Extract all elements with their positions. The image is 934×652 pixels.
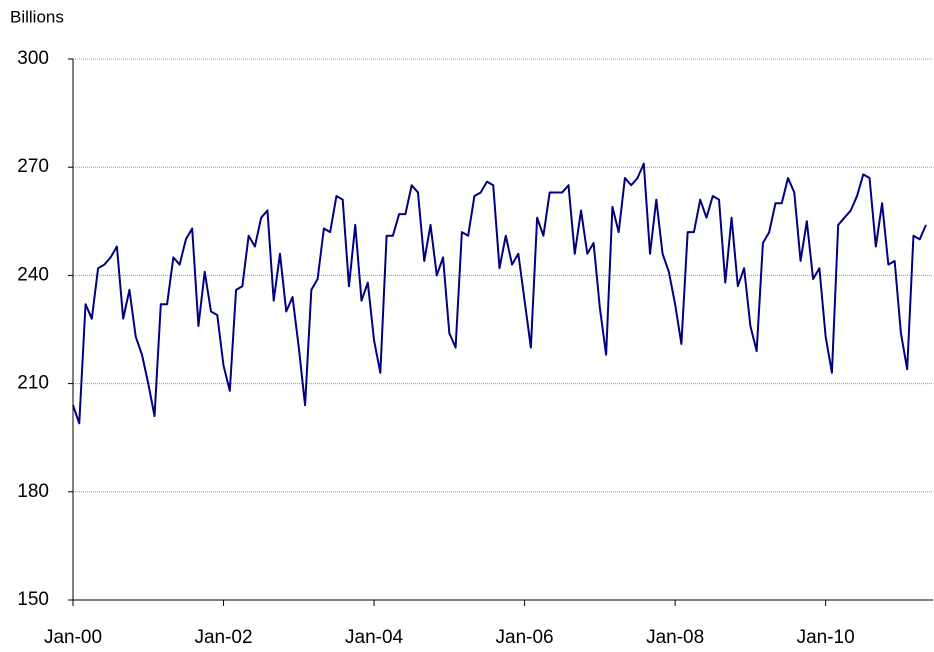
x-tick-label: Jan-04 xyxy=(345,627,404,648)
x-tick-label: Jan-08 xyxy=(646,627,704,648)
y-tick-label: 180 xyxy=(17,481,49,502)
y-axis-label: Billions xyxy=(10,7,64,26)
x-tick-label: Jan-00 xyxy=(44,627,102,648)
y-tick-label: 210 xyxy=(17,373,49,394)
y-tick-label: 300 xyxy=(17,48,49,69)
x-tick-label: Jan-10 xyxy=(797,627,855,648)
y-tick-label: 270 xyxy=(17,156,49,177)
y-tick-label: 150 xyxy=(17,589,49,610)
y-tick-label: 240 xyxy=(17,264,49,285)
data-line xyxy=(72,162,927,425)
x-tick-label: Jan-06 xyxy=(496,627,554,648)
x-tick-label: Jan-02 xyxy=(194,627,252,648)
